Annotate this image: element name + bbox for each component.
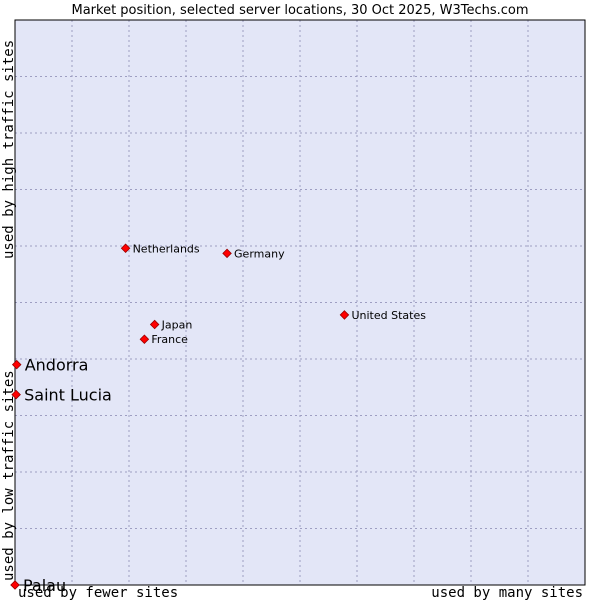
point-label-united-states: United States [351, 309, 426, 322]
data-point-saint-lucia [11, 389, 21, 400]
point-label-netherlands: Netherlands [133, 242, 200, 255]
x-axis-label-right: used by many sites [431, 585, 583, 600]
y-axis-label-top: used by high traffic sites [1, 40, 17, 259]
data-point-andorra [11, 359, 22, 370]
data-points [10, 243, 350, 590]
point-label-france: France [151, 333, 188, 346]
point-label-andorra: Andorra [25, 356, 89, 375]
chart-title: Market position, selected server locatio… [71, 3, 528, 18]
data-point-japan [149, 319, 160, 330]
point-label-germany: Germany [234, 247, 285, 260]
data-point-palau [10, 580, 20, 590]
plot-frame [14, 19, 586, 586]
data-point-netherlands [120, 243, 131, 254]
y-axis-label-bottom: used by low traffic sites [1, 370, 17, 581]
point-label-saint-lucia: Saint Lucia [24, 386, 112, 405]
data-point-germany [222, 248, 232, 259]
point-label-japan: Japan [161, 319, 193, 332]
data-point-united-states [339, 310, 350, 320]
x-axis-label-left: used by fewer sites [18, 585, 178, 600]
point-labels: Netherlands Germany United States JapanFran… [23, 242, 426, 595]
data-point-france [139, 334, 150, 344]
point-label-palau: Palau [23, 576, 66, 595]
grid-lines [15, 20, 585, 585]
